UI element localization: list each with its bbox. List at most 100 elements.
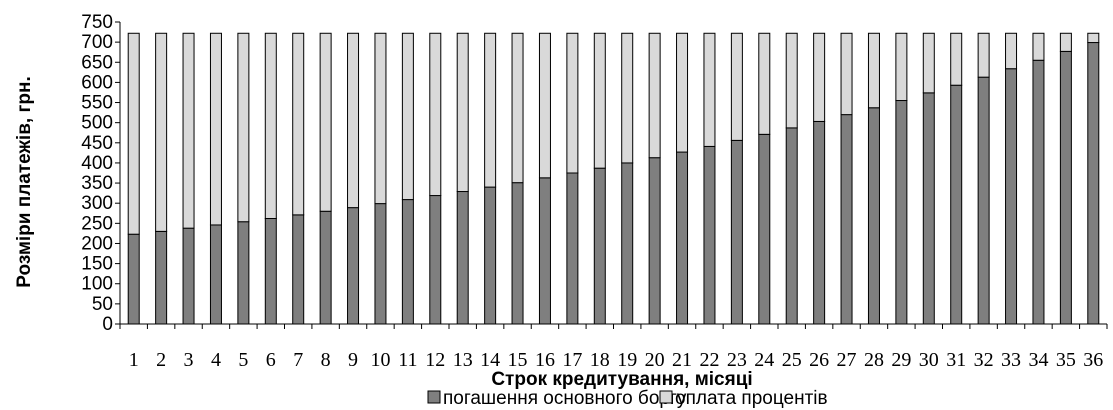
y-tick-label: 400 <box>81 153 113 174</box>
bar-principal-21 <box>676 151 689 325</box>
y-tick-label: 150 <box>81 254 113 275</box>
bar-principal-29 <box>895 100 908 325</box>
bar-principal-6 <box>264 218 277 325</box>
bar-interest-16 <box>538 32 551 179</box>
bar-interest-11 <box>401 32 414 201</box>
bar-interest-26 <box>813 32 826 122</box>
y-tick-label: 200 <box>81 233 113 254</box>
x-tick-label: 27 <box>837 349 857 371</box>
bar-principal-15 <box>511 182 524 325</box>
bar-interest-30 <box>922 32 935 94</box>
bar-principal-5 <box>237 221 250 325</box>
bar-interest-7 <box>292 32 305 216</box>
bar-interest-10 <box>374 32 387 205</box>
bar-interest-20 <box>648 32 661 159</box>
bar-principal-25 <box>785 127 798 325</box>
x-tick-label: 9 <box>348 349 358 371</box>
bar-interest-5 <box>237 32 250 223</box>
bar-interest-32 <box>977 32 990 78</box>
x-tick-label: 30 <box>919 349 939 371</box>
bar-interest-24 <box>758 32 771 135</box>
x-tick-label: 11 <box>398 349 417 371</box>
bar-interest-15 <box>511 32 524 184</box>
bar-principal-26 <box>813 120 826 325</box>
legend-swatch-interest <box>659 390 673 404</box>
bar-interest-31 <box>950 32 963 86</box>
bar-interest-33 <box>1005 32 1018 70</box>
x-tick-label: 8 <box>321 349 331 371</box>
bar-principal-18 <box>593 167 606 325</box>
bar-principal-32 <box>977 76 990 325</box>
y-tick-label: 350 <box>81 173 113 194</box>
bar-interest-3 <box>182 32 195 229</box>
bar-interest-6 <box>264 32 277 219</box>
y-tick-label: 500 <box>81 113 113 134</box>
bar-interest-13 <box>456 32 469 193</box>
x-tick-label: 7 <box>293 349 303 371</box>
bar-principal-13 <box>456 191 469 325</box>
bar-principal-22 <box>703 145 716 325</box>
bar-interest-35 <box>1059 32 1072 52</box>
x-tick-label: 36 <box>1083 349 1103 371</box>
bar-principal-33 <box>1005 68 1018 325</box>
bar-interest-19 <box>621 32 634 164</box>
y-tick-label: 750 <box>81 12 113 33</box>
bar-interest-17 <box>566 32 579 174</box>
bar-interest-9 <box>347 32 360 209</box>
plot-area <box>127 32 1100 325</box>
x-tick-label: 3 <box>184 349 194 371</box>
x-tick-label: 33 <box>1001 349 1021 371</box>
bar-principal-19 <box>621 162 634 325</box>
bar-interest-25 <box>785 32 798 129</box>
legend-label-interest: оплата процентів <box>675 388 828 409</box>
x-tick-label: 10 <box>370 349 390 371</box>
y-tick-label: 450 <box>81 133 113 154</box>
x-tick-label: 19 <box>617 349 637 371</box>
y-tick-label: 650 <box>81 52 113 73</box>
bar-principal-9 <box>347 207 360 325</box>
bar-principal-3 <box>182 227 195 325</box>
bar-principal-1 <box>127 233 140 325</box>
x-tick-label: 26 <box>809 349 829 371</box>
x-tick-label: 13 <box>453 349 473 371</box>
legend-label-principal: погашення основного боргу <box>443 388 687 409</box>
x-tick-label: 20 <box>645 349 665 371</box>
x-tick-label: 31 <box>946 349 966 371</box>
bar-interest-21 <box>676 32 689 153</box>
x-tick-label: 16 <box>535 349 555 371</box>
bar-interest-2 <box>155 32 168 232</box>
bar-principal-14 <box>484 186 497 325</box>
legend: погашення основного боргу оплата процент… <box>427 388 828 409</box>
bar-interest-29 <box>895 32 908 102</box>
bar-principal-31 <box>950 84 963 325</box>
y-axis-title: Розміри платежів, грн. <box>14 76 35 287</box>
x-tick-label: 35 <box>1056 349 1076 371</box>
bar-interest-36 <box>1087 32 1100 44</box>
x-axis: 1 2 3 4 5 6 7 8 9 10 11 12 13 14 15 16 17 18 19 20 21 22 23 24 2… <box>119 323 1108 371</box>
y-tick-label: 50 <box>92 294 113 315</box>
y-axis: 0501001502002503003504004505005506006507… <box>81 12 121 335</box>
x-tick-label: 21 <box>672 349 692 371</box>
bar-principal-11 <box>401 199 414 325</box>
x-tick-label: 34 <box>1028 349 1048 371</box>
y-tick-label: 250 <box>81 213 113 234</box>
x-tick-label: 23 <box>727 349 747 371</box>
x-tick-label: 25 <box>782 349 802 371</box>
x-tick-label: 2 <box>156 349 166 371</box>
bar-principal-10 <box>374 203 387 325</box>
bar-principal-7 <box>292 214 305 325</box>
x-axis-title: Строк кредитування, місяці <box>491 369 752 390</box>
x-tick-label: 29 <box>891 349 911 371</box>
x-tick-label: 6 <box>266 349 276 371</box>
bar-interest-4 <box>209 32 222 226</box>
x-tick-label: 12 <box>425 349 445 371</box>
x-tick-label: 17 <box>562 349 582 371</box>
bar-principal-36 <box>1087 42 1100 325</box>
bar-interest-27 <box>840 32 853 116</box>
x-tick-label: 18 <box>590 349 610 371</box>
x-tick-label: 15 <box>508 349 528 371</box>
y-tick-label: 300 <box>81 193 113 214</box>
x-tick-label: 14 <box>480 349 500 371</box>
bar-principal-23 <box>730 139 743 325</box>
